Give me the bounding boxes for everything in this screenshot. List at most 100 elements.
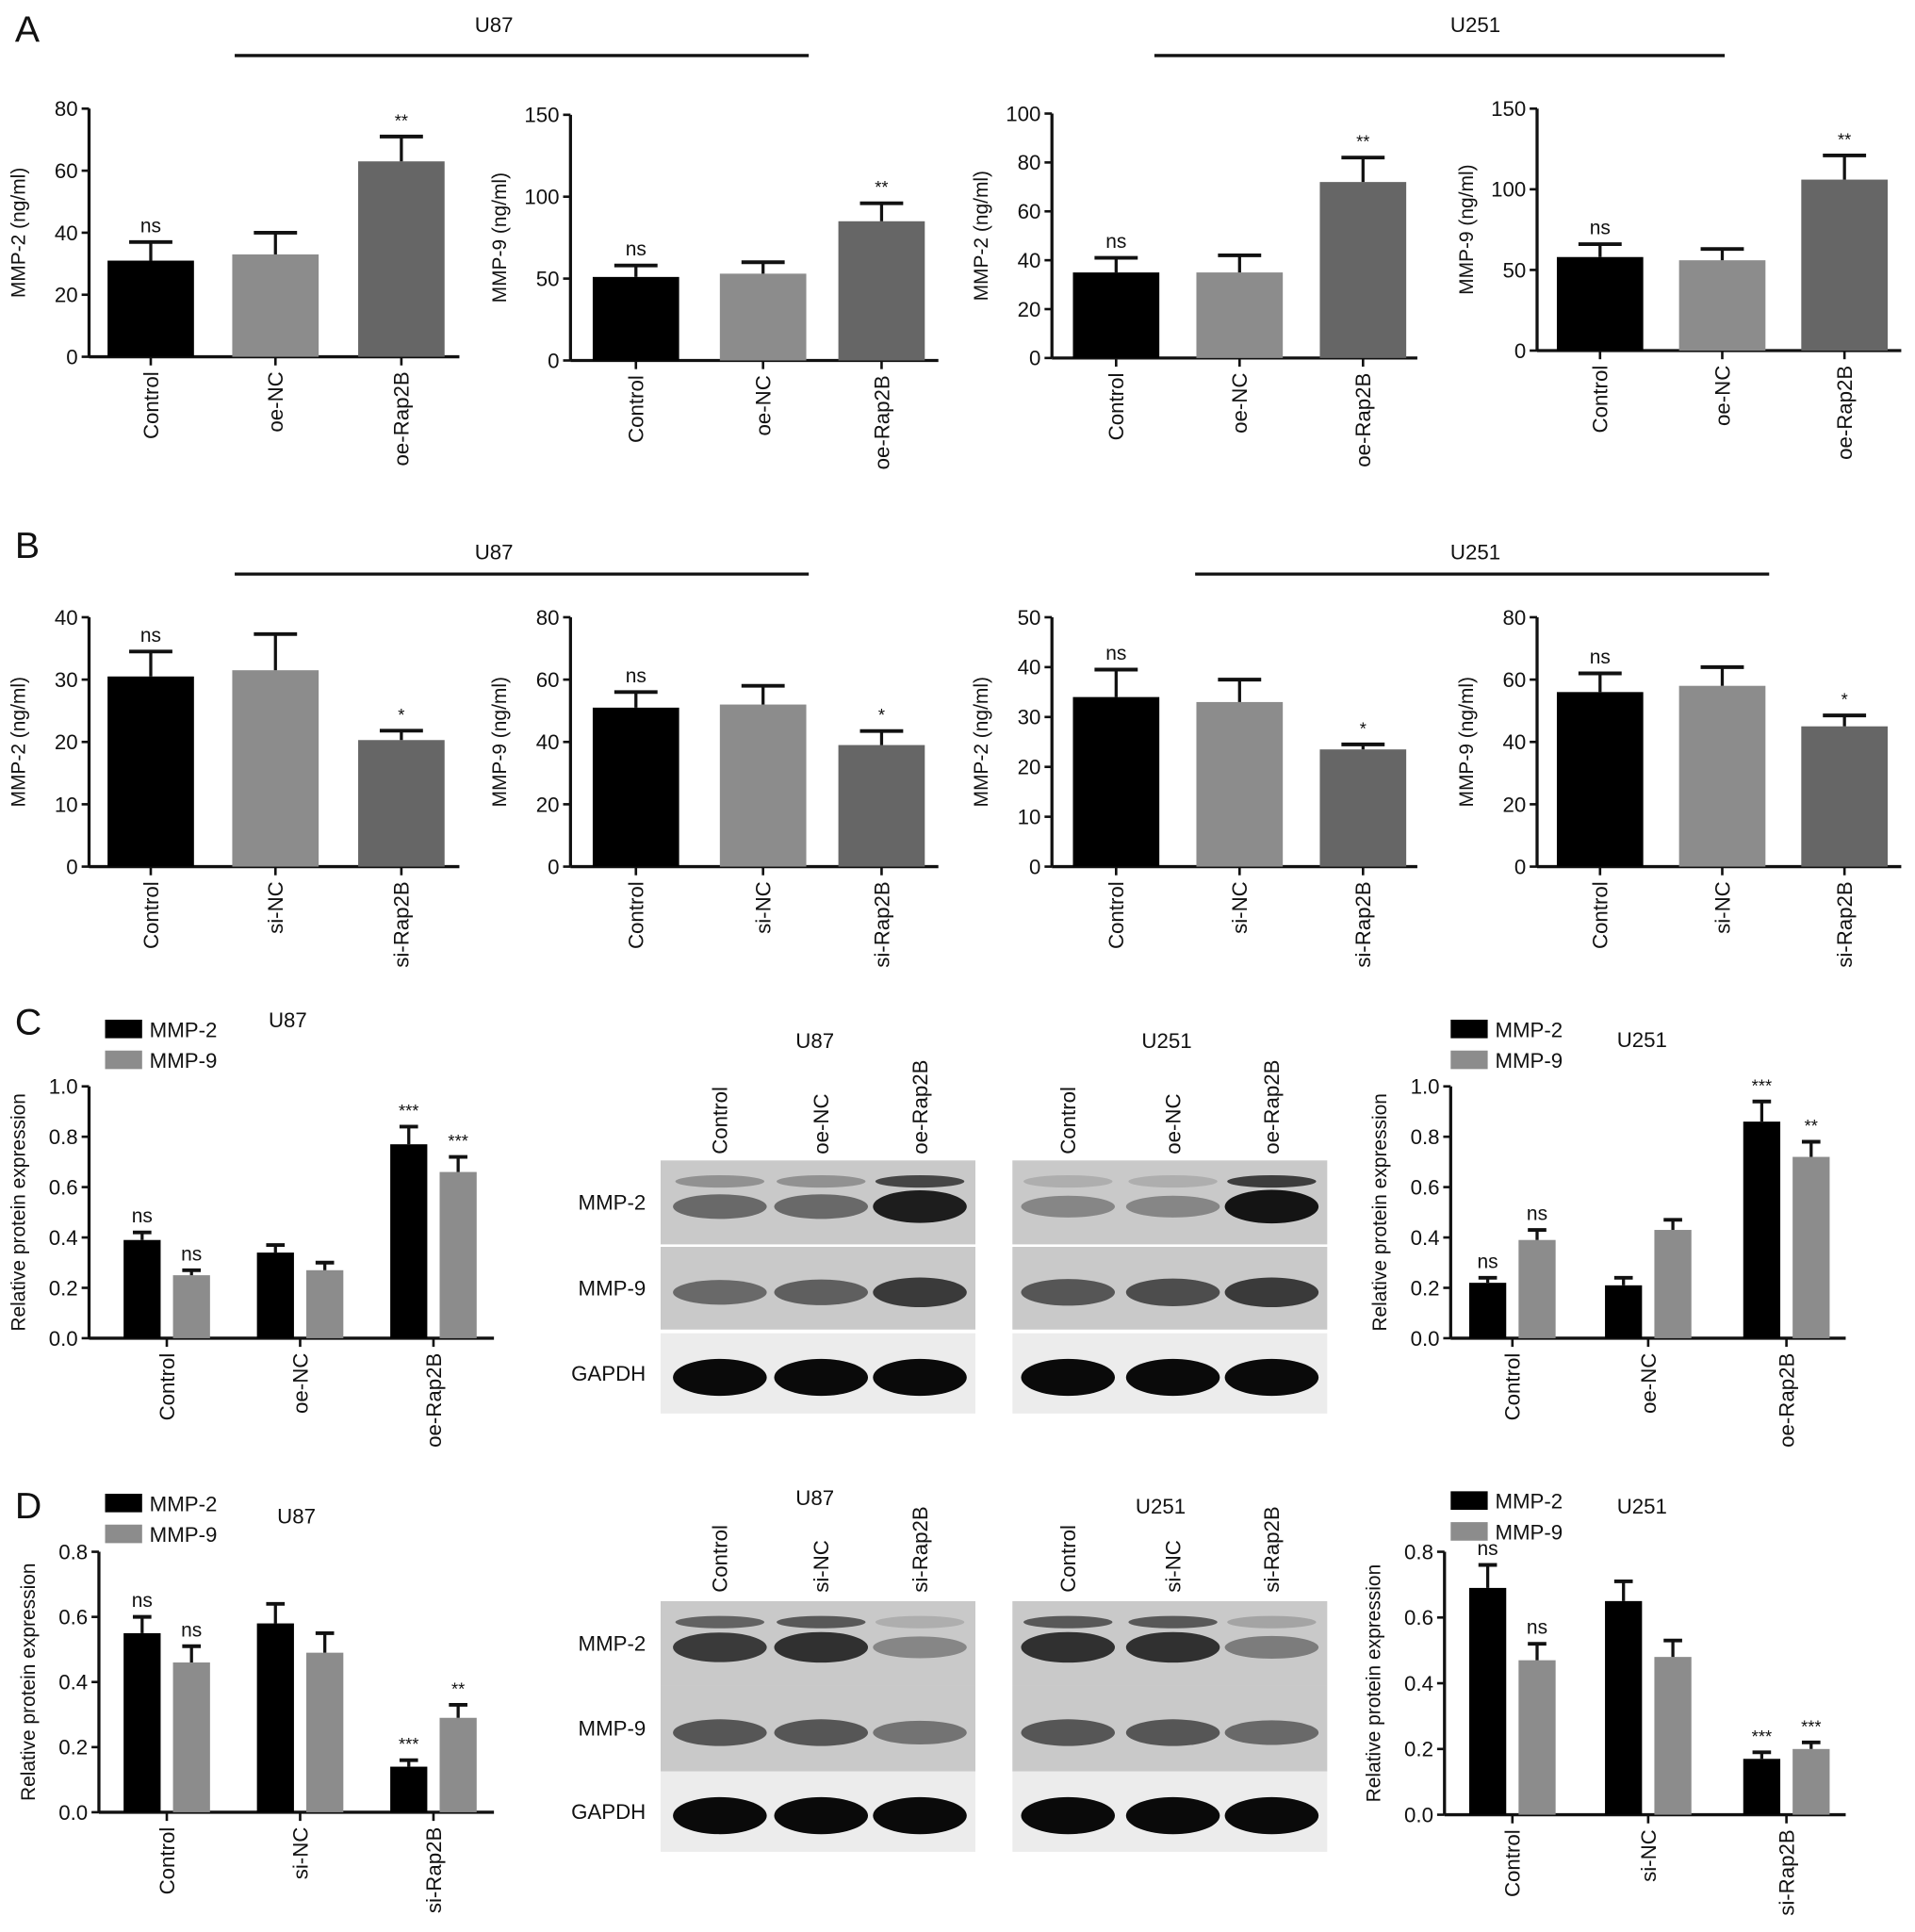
- protein-band: [1224, 1277, 1319, 1307]
- y-tick-label: 0.6: [49, 1175, 78, 1199]
- protein-band: [1021, 1195, 1116, 1218]
- significance-label: **: [1805, 1116, 1818, 1136]
- bar: [107, 260, 194, 357]
- x-tick-label: Control: [139, 881, 163, 949]
- protein-band: [873, 1720, 967, 1745]
- chart-D2: 0.0 0.2 0.4 0.6 0.8 Relative protein expressi…: [1364, 1490, 1846, 1916]
- protein-band: [1023, 1615, 1113, 1629]
- protein-band: [673, 1194, 767, 1220]
- x-tick-label: Control: [625, 881, 648, 949]
- y-tick-label: 60: [536, 668, 560, 692]
- y-tick-label: 40: [55, 221, 78, 245]
- bar: [1468, 1283, 1507, 1338]
- significance-label: ns: [140, 625, 161, 647]
- bar: [306, 1652, 344, 1812]
- y-tick-label: 0.6: [1411, 1175, 1440, 1199]
- bar: [232, 254, 319, 357]
- significance-label: ns: [1590, 647, 1611, 668]
- blot-row-label: MMP-9: [579, 1717, 647, 1741]
- y-tick-label: 100: [524, 186, 559, 209]
- significance-label: ***: [1752, 1075, 1772, 1095]
- y-tick-label: 20: [1502, 793, 1526, 816]
- legend-label: MMP-2: [1495, 1490, 1563, 1514]
- lane-label: si-Rap2B: [908, 1506, 932, 1593]
- y-tick-label: 20: [1018, 298, 1041, 321]
- significance-label: ns: [1478, 1251, 1498, 1272]
- x-tick-label: oe-Rap2B: [1775, 1353, 1798, 1448]
- bar: [1654, 1657, 1692, 1815]
- significance-label: ***: [448, 1131, 467, 1151]
- protein-band: [774, 1631, 869, 1663]
- bar: [1319, 749, 1407, 867]
- y-tick-label: 10: [55, 793, 78, 816]
- significance-label: **: [1356, 132, 1369, 152]
- significance-label: ns: [140, 215, 161, 237]
- x-tick-label: si-NC: [1228, 881, 1252, 934]
- y-axis-label: Relative protein expression: [18, 1563, 40, 1801]
- bar: [1792, 1156, 1830, 1338]
- bar: [390, 1766, 428, 1812]
- y-tick-label: 0.0: [1411, 1327, 1440, 1351]
- significance-label: ns: [1478, 1538, 1498, 1560]
- significance-label: **: [451, 1678, 465, 1698]
- y-tick-label: 50: [1502, 258, 1526, 282]
- x-tick-label: Control: [1589, 366, 1612, 434]
- blot-title: U87: [795, 1486, 834, 1510]
- y-tick-label: 0: [548, 855, 559, 878]
- y-tick-label: 40: [1502, 730, 1526, 754]
- y-axis-label: MMP-2 (ng/ml): [971, 677, 992, 807]
- bar: [232, 670, 319, 867]
- chart-B4: 0 20 40 60 80 MMP-9 (ng/ml) Control si-NC si-Rap…: [1456, 606, 1902, 968]
- bar: [1743, 1759, 1781, 1815]
- significance-label: ns: [1105, 643, 1126, 664]
- protein-band: [1227, 1615, 1317, 1629]
- y-tick-label: 0.2: [58, 1736, 88, 1760]
- significance-label: ns: [132, 1205, 153, 1227]
- header-b-u87: U87: [475, 540, 514, 564]
- y-axis-label: Relative protein expression: [1369, 1093, 1391, 1332]
- bar: [1654, 1230, 1692, 1338]
- y-tick-label: 100: [1006, 102, 1040, 125]
- y-tick-label: 30: [1018, 706, 1041, 729]
- protein-band: [774, 1796, 869, 1835]
- y-tick-label: 80: [55, 97, 78, 121]
- x-tick-label: Control: [1105, 881, 1128, 949]
- chart-B3: 0 10 20 30 40 50 MMP-2 (ng/ml) Control si-NC si-R…: [971, 606, 1417, 968]
- y-tick-label: 0.4: [1404, 1672, 1433, 1695]
- legend-swatch: [105, 1493, 142, 1513]
- y-tick-label: 0.0: [1404, 1803, 1433, 1826]
- bar: [1605, 1285, 1643, 1338]
- y-axis-label: MMP-2 (ng/ml): [8, 677, 29, 807]
- y-tick-label: 40: [1018, 656, 1041, 679]
- group-headers: U87 U251 U87 U251: [235, 13, 1770, 576]
- header-a-u251: U251: [1450, 13, 1500, 37]
- panel-label-d: D: [15, 1485, 41, 1527]
- significance-label: **: [395, 110, 408, 130]
- y-tick-label: 0.8: [1411, 1125, 1440, 1149]
- significance-label: **: [875, 177, 888, 197]
- significance-label: ns: [1527, 1203, 1547, 1225]
- chart-C2: 0.0 0.2 0.4 0.6 0.8 1.0 Relative protein expre…: [1369, 1018, 1846, 1448]
- y-tick-label: 0.0: [58, 1801, 88, 1825]
- chart-A3: 0 20 40 60 80 100 MMP-2 (ng/ml) Control oe-NC oe-…: [971, 102, 1417, 467]
- significance-label: *: [1841, 690, 1848, 710]
- y-tick-label: 1.0: [49, 1075, 78, 1099]
- y-tick-label: 60: [55, 159, 78, 183]
- western-blot-C-U251: U251 Control oe-NC oe-Rap2B: [1012, 1029, 1328, 1414]
- y-tick-label: 20: [55, 730, 78, 754]
- y-tick-label: 30: [55, 668, 78, 692]
- protein-band: [673, 1632, 767, 1662]
- chart-A1: 0 20 40 60 80 MMP-2 (ng/ml) Control oe-NC oe-Rap…: [8, 97, 460, 466]
- y-axis-label: MMP-2 (ng/ml): [971, 171, 992, 301]
- lane-label: Control: [1056, 1525, 1080, 1593]
- x-tick-label: si-NC: [1710, 881, 1734, 934]
- bar: [256, 1253, 294, 1338]
- western-blot-D-U87: U87 Control si-NC si-Rap2B MMP-2 MMP-9 GAPDH: [571, 1486, 975, 1852]
- bar: [838, 221, 925, 361]
- y-tick-label: 0: [548, 349, 559, 372]
- x-tick-label: oe-Rap2B: [870, 375, 893, 469]
- bar: [390, 1144, 428, 1338]
- bar: [123, 1239, 161, 1338]
- protein-band: [1224, 1720, 1319, 1745]
- x-tick-label: si-Rap2B: [422, 1827, 446, 1914]
